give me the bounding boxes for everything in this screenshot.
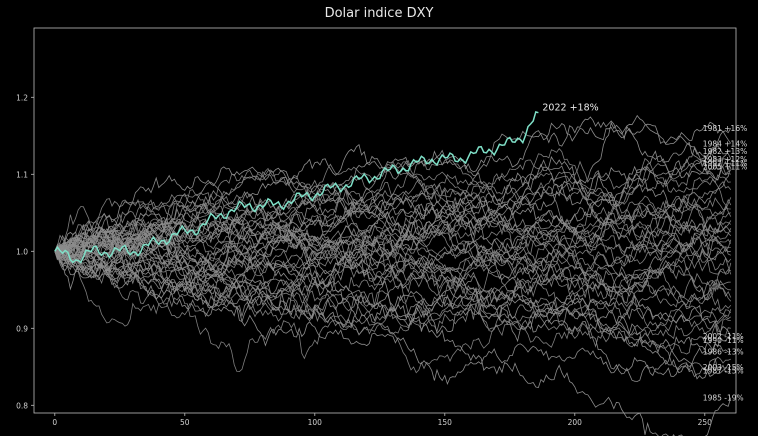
x-tick-label: 250: [698, 418, 713, 427]
x-tick-label: 150: [438, 418, 453, 427]
end-label-1986: 1986 -13%: [703, 347, 744, 356]
end-label-1990: 1990 -11%: [703, 336, 744, 345]
y-tick-label: 1.2: [16, 93, 28, 102]
series-line-1982: [54, 121, 731, 279]
series-line: [54, 176, 732, 272]
series-lines: [54, 110, 732, 436]
series-line: [54, 189, 731, 335]
axes: 0 50 100 150 200 250 0.8 0.9 1.0 1.1 1.2: [16, 27, 737, 427]
series-line: [54, 218, 732, 316]
end-labels: 1981 +16% 1984 +14%1982 +13%1983 +12%1997…: [542, 103, 747, 403]
series-line: [54, 197, 732, 311]
highlight-label: 2022 +18%: [542, 103, 598, 114]
series-line-2005: [54, 166, 732, 259]
series-line-1985: [54, 234, 732, 436]
end-label-1983: 1983 +12%: [703, 155, 747, 164]
series-line: [54, 223, 732, 373]
series-line: [54, 222, 731, 308]
y-tick-label: 0.9: [16, 324, 28, 333]
series-line-1981: [54, 114, 732, 252]
end-label-1981: 1981 +16%: [703, 124, 747, 133]
series-line-1997: [54, 160, 732, 272]
x-tick-label: 100: [308, 418, 323, 427]
series-line-2003: [54, 246, 732, 386]
x-tick-label: 50: [180, 418, 190, 427]
x-tick-label: 0: [52, 418, 57, 427]
end-label-1982: 1982 +13%: [703, 147, 747, 156]
end-label-2003: 2003 -15%: [703, 363, 744, 372]
end-label-1985: 1985 -19%: [703, 394, 744, 403]
series-line-2002: [54, 241, 732, 337]
series-line-1983: [54, 116, 732, 272]
end-label-1997: 1997 +11%: [703, 159, 747, 168]
x-tick-label: 200: [568, 418, 583, 427]
end-label-1987: 1987 -15%: [703, 367, 744, 376]
series-line: [54, 159, 731, 262]
chart-title: Dolar indice DXY: [325, 6, 434, 21]
end-label-1984: 1984 +14%: [703, 140, 747, 149]
series-line: [54, 239, 731, 322]
y-tick-label: 0.8: [16, 401, 28, 410]
series-line-2022: [54, 110, 539, 264]
series-line: [54, 229, 732, 330]
series-line-1984: [54, 130, 732, 317]
series-line: [54, 192, 732, 284]
y-tick-label: 1.0: [16, 247, 28, 256]
series-line: [54, 251, 731, 371]
series-line: [54, 250, 732, 374]
series-line: [54, 236, 732, 348]
end-label-2005: 2005 +11%: [703, 163, 747, 172]
series-line-1990: [54, 202, 732, 365]
plot-frame: [33, 27, 737, 414]
series-line: [54, 236, 732, 343]
y-tick-label: 1.1: [16, 170, 28, 179]
end-label-2002: 2002 -11%: [703, 332, 744, 341]
series-line: [54, 209, 732, 279]
